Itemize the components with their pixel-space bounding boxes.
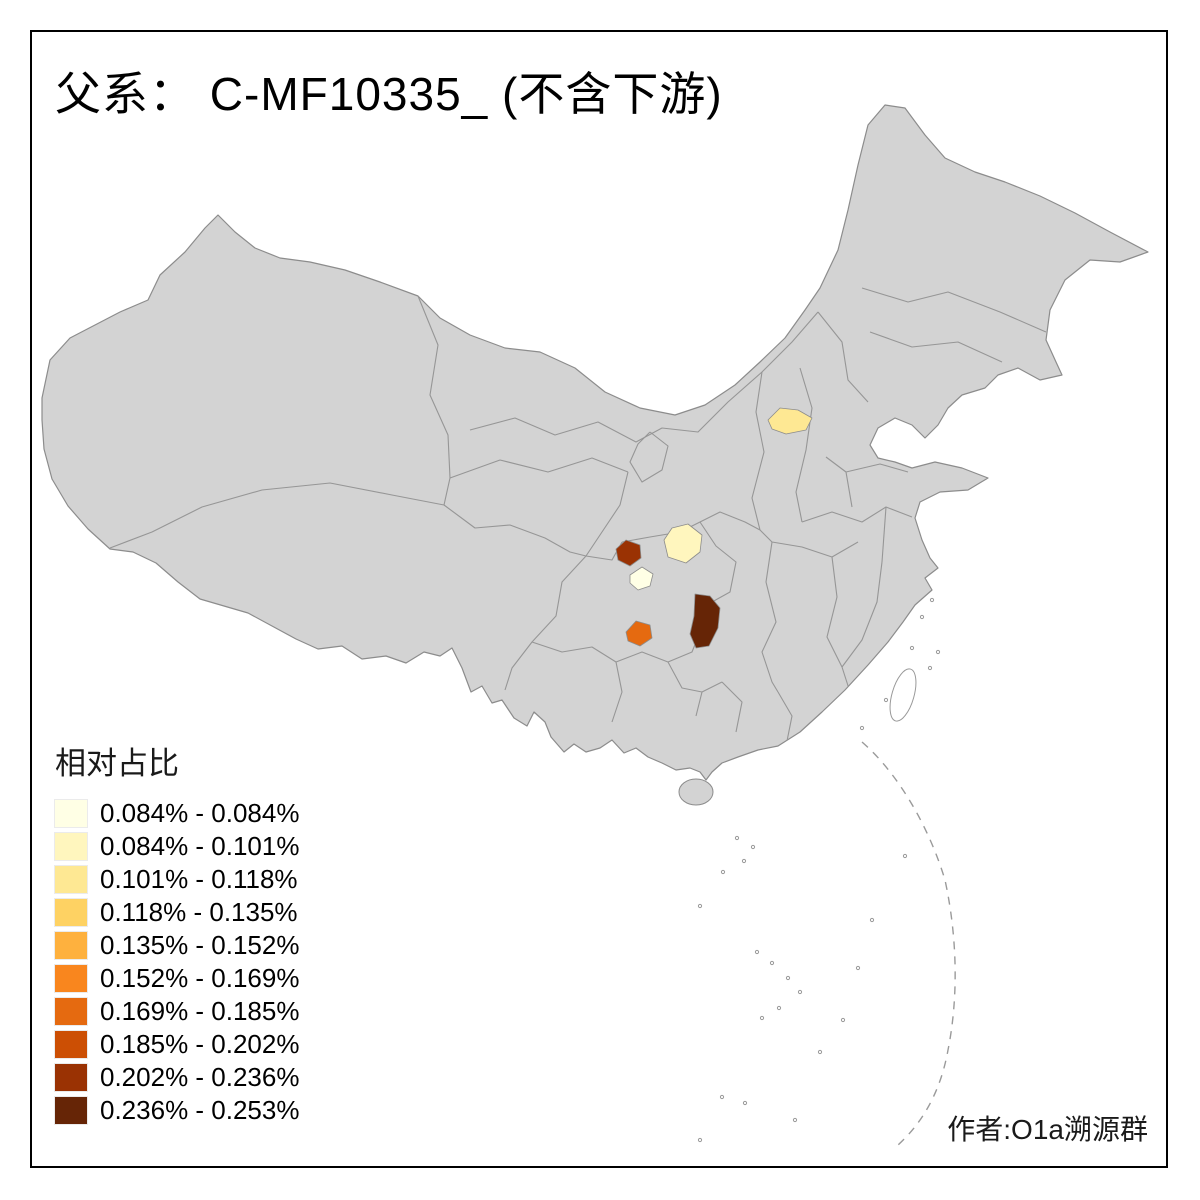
figure-title: 父系： C-MF10335_ (不含下游)	[55, 68, 723, 120]
legend-row: 0.118% - 0.135%	[54, 896, 299, 927]
highlighted-prefecture	[629, 566, 654, 591]
nine-dash-line	[861, 741, 956, 1146]
legend-swatch	[54, 864, 88, 894]
legend-label: 0.135% - 0.152%	[100, 929, 300, 960]
attribution: 作者:O1a溯源群	[947, 1114, 1148, 1145]
highlighted-prefecture	[615, 539, 642, 567]
legend-label: 0.236% - 0.253%	[100, 1094, 300, 1125]
legend-label: 0.202% - 0.236%	[100, 1061, 300, 1092]
highlighted-prefecture	[663, 523, 703, 564]
legend-row: 0.135% - 0.152%	[54, 929, 300, 960]
legend-label: 0.169% - 0.185%	[100, 995, 300, 1026]
hainan-island	[678, 778, 714, 806]
china-mainland	[41, 104, 1149, 781]
legend-entries: 0.084% - 0.084% 0.084% - 0.101% 0.101% - 0…	[54, 797, 300, 1125]
legend-label: 0.152% - 0.169%	[100, 962, 300, 993]
legend-row: 0.152% - 0.169%	[54, 962, 300, 993]
legend-row: 0.185% - 0.202%	[54, 1028, 300, 1059]
legend-title: 相对占比	[55, 746, 179, 781]
legend-row: 0.101% - 0.118%	[54, 863, 299, 894]
small-islands	[697, 597, 941, 1143]
legend-label: 0.101% - 0.118%	[100, 863, 298, 894]
legend-swatch	[54, 897, 88, 927]
highlighted-prefecture	[767, 407, 813, 435]
legend-swatch	[54, 1062, 88, 1092]
legend-row: 0.084% - 0.101%	[54, 830, 300, 861]
legend-swatch	[54, 930, 88, 960]
legend-row: 0.236% - 0.253%	[54, 1094, 300, 1125]
legend-swatch	[54, 1029, 88, 1059]
legend-swatch	[54, 996, 88, 1026]
highlighted-prefecture	[689, 593, 721, 649]
legend-label: 0.185% - 0.202%	[100, 1028, 300, 1059]
legend-row: 0.084% - 0.084%	[54, 797, 300, 828]
legend-swatch	[54, 798, 88, 828]
legend-row: 0.169% - 0.185%	[54, 995, 300, 1026]
legend-swatch	[54, 831, 88, 861]
legend-label: 0.084% - 0.084%	[100, 797, 300, 828]
legend-row: 0.202% - 0.236%	[54, 1061, 300, 1092]
legend-swatch	[54, 963, 88, 993]
legend-label: 0.118% - 0.135%	[100, 896, 298, 927]
legend: 相对占比 0.084% - 0.084% 0.084% - 0.101% 0.101…	[54, 738, 300, 1129]
legend-label: 0.084% - 0.101%	[100, 830, 300, 861]
highlighted-prefecture	[625, 620, 653, 647]
highlighted-prefectures	[615, 407, 813, 649]
legend-swatch	[54, 1095, 88, 1125]
province-boundaries	[109, 287, 1047, 747]
taiwan-island	[889, 668, 917, 722]
